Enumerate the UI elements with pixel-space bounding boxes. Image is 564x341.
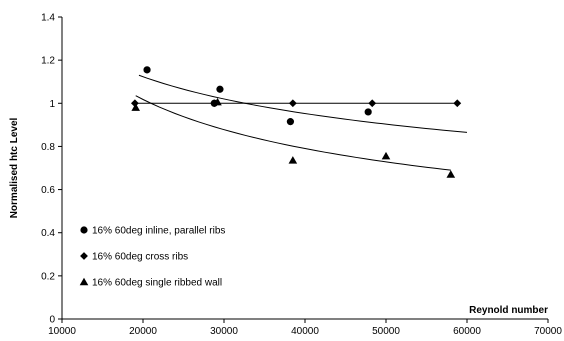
x-axis-title: Reynold number [469, 305, 548, 316]
y-tick-label: 0 [49, 315, 55, 326]
point-series-3 [446, 170, 456, 178]
y-tick-label: 0.8 [41, 142, 55, 153]
point-series-1 [143, 66, 151, 74]
y-tick-label: 0.6 [41, 185, 55, 196]
x-tick-label: 70000 [534, 326, 562, 337]
x-tick-label: 10000 [48, 326, 76, 337]
x-tick-label: 50000 [372, 326, 400, 337]
point-series-3 [381, 151, 391, 160]
trendline-series-1 [138, 74, 468, 133]
point-series-2 [288, 99, 297, 108]
y-tick-label: 1 [49, 99, 55, 110]
point-series-1 [216, 85, 224, 93]
point-series-3 [288, 156, 298, 164]
point-series-1 [286, 118, 295, 126]
x-tick-label: 30000 [210, 326, 238, 337]
legend: 16% 60deg inline, parallel ribs 16% 60deg… [79, 226, 225, 289]
legend-marker-series-2 [80, 252, 88, 260]
legend-marker-series-3 [79, 277, 89, 286]
y-axis-title: Normalised htc Level [9, 117, 20, 218]
trendlines [134, 74, 468, 171]
point-series-1 [364, 108, 372, 116]
y-tick-label: 0.2 [41, 271, 55, 282]
x-tick-label: 60000 [453, 326, 481, 337]
x-tick-label: 20000 [129, 326, 157, 337]
point-series-3 [213, 97, 222, 106]
legend-label-series-2: 16% 60deg cross ribs [92, 252, 188, 263]
point-series-2 [453, 99, 462, 108]
y-tick-label: 1.2 [41, 56, 55, 67]
point-series-3 [131, 103, 141, 111]
point-series-2 [131, 99, 139, 108]
axes: 0 0.2 0.4 0.6 0.8 1 1.2 1.4 10000 20000 30000 40000… [41, 13, 562, 338]
legend-label-series-1: 16% 60deg inline, parallel ribs [92, 226, 225, 237]
y-tick-label: 1.4 [41, 13, 55, 24]
legend-label-series-3: 16% 60deg single ribbed wall [92, 278, 222, 289]
point-series-2 [368, 99, 377, 108]
legend-marker-series-1 [80, 226, 88, 234]
y-tick-label: 0.4 [41, 228, 55, 239]
trendline-series-3 [135, 95, 451, 171]
point-series-2 [210, 99, 219, 108]
markers [131, 66, 462, 178]
x-tick-label: 40000 [291, 326, 319, 337]
